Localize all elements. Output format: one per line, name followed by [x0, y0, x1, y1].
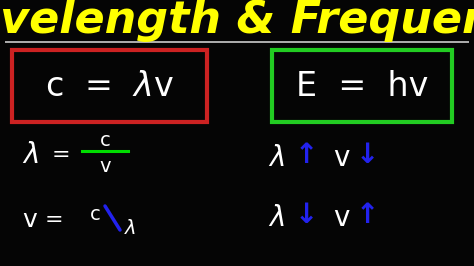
Bar	[272, 50, 452, 122]
Text: ↑: ↑	[295, 141, 318, 169]
Text: c: c	[100, 131, 110, 151]
Text: v: v	[22, 208, 37, 232]
Text: ↓: ↓	[295, 201, 318, 229]
Text: $\lambda$: $\lambda$	[124, 218, 136, 238]
Text: c  =  $\lambda$v: c = $\lambda$v	[45, 69, 174, 102]
Text: v: v	[333, 144, 349, 172]
Text: =: =	[45, 210, 64, 230]
Text: $\lambda$: $\lambda$	[268, 204, 285, 232]
Text: c: c	[90, 206, 100, 225]
Text: E  =  hv: E = hv	[296, 69, 428, 102]
Text: $\lambda$: $\lambda$	[22, 141, 39, 169]
Text: =: =	[52, 145, 71, 165]
Text: v: v	[333, 204, 349, 232]
Text: Wavelength & Frequency: Wavelength & Frequency	[0, 0, 474, 41]
Text: ↑: ↑	[356, 201, 379, 229]
Text: $\lambda$: $\lambda$	[268, 144, 285, 172]
Text: ↓: ↓	[356, 141, 379, 169]
Text: v: v	[99, 157, 111, 177]
Bar	[12, 50, 207, 122]
